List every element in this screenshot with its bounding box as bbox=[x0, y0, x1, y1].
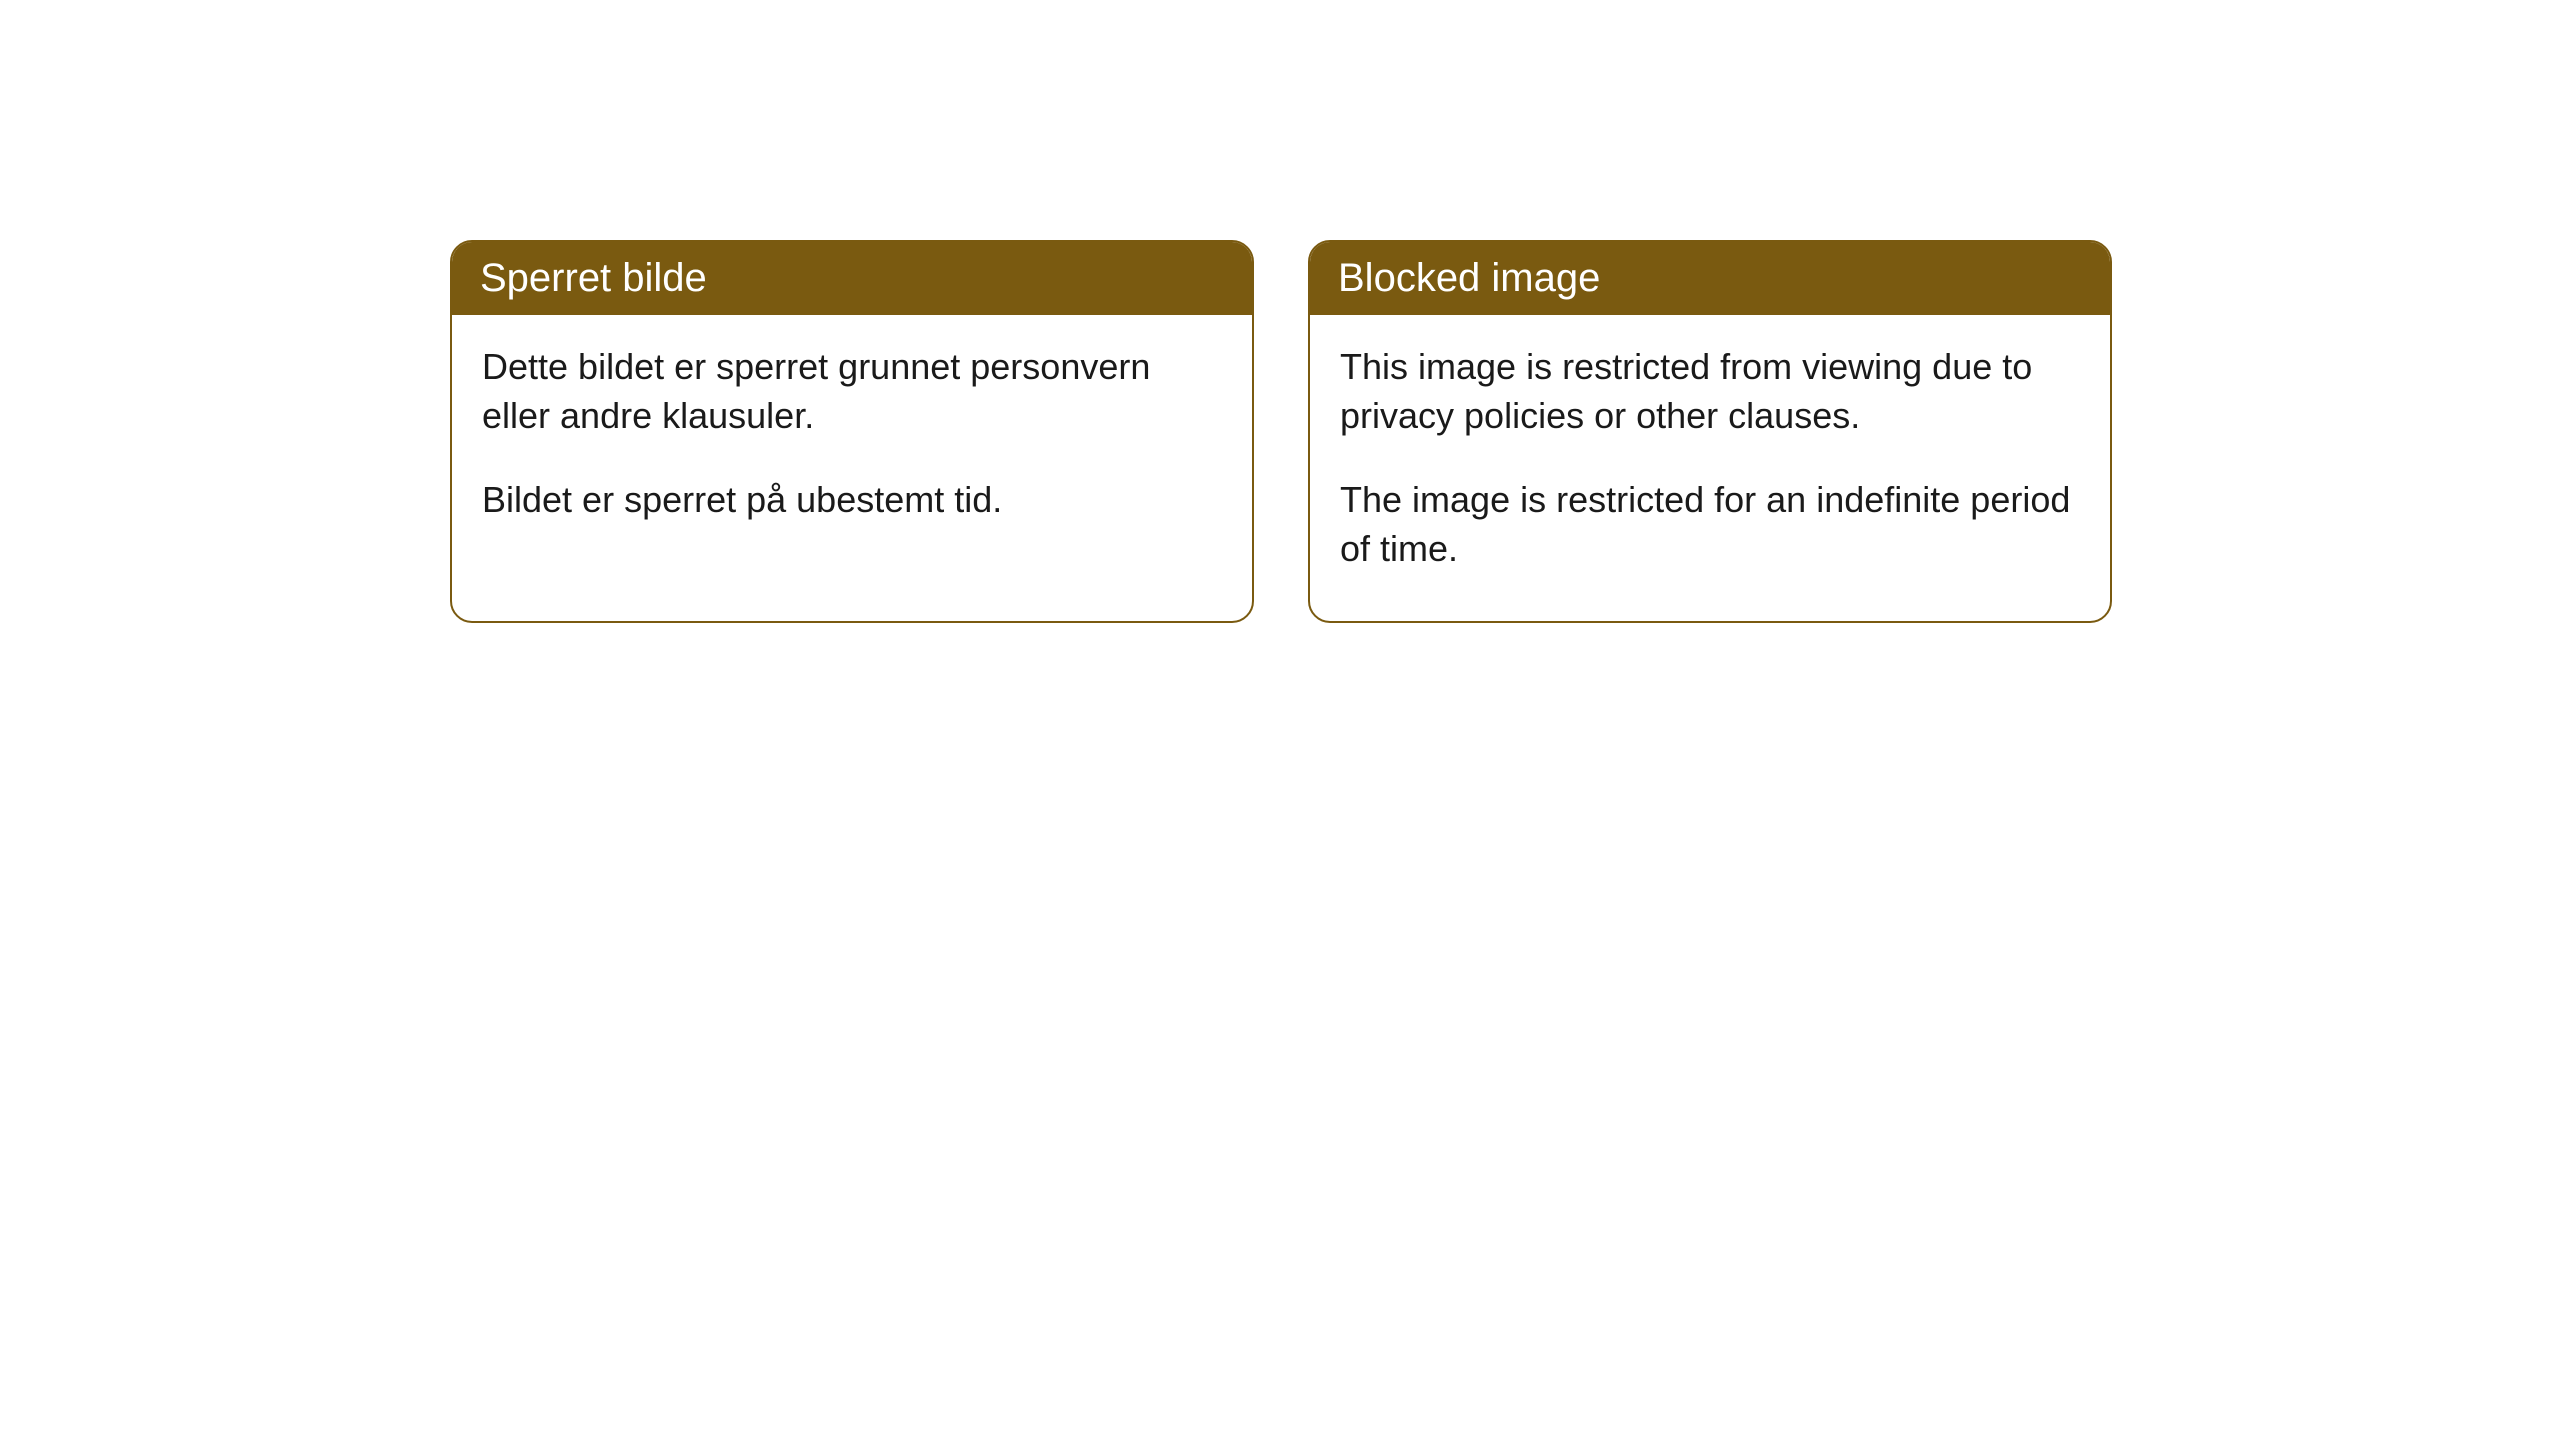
card-body-norwegian: Dette bildet er sperret grunnet personve… bbox=[452, 315, 1252, 573]
notice-cards-container: Sperret bilde Dette bildet er sperret gr… bbox=[0, 0, 2560, 623]
card-body-english: This image is restricted from viewing du… bbox=[1310, 315, 2110, 621]
card-paragraph-2-english: The image is restricted for an indefinit… bbox=[1340, 476, 2080, 573]
blocked-image-card-english: Blocked image This image is restricted f… bbox=[1308, 240, 2112, 623]
card-title-norwegian: Sperret bilde bbox=[452, 242, 1252, 315]
card-paragraph-1-english: This image is restricted from viewing du… bbox=[1340, 343, 2080, 440]
blocked-image-card-norwegian: Sperret bilde Dette bildet er sperret gr… bbox=[450, 240, 1254, 623]
card-paragraph-2-norwegian: Bildet er sperret på ubestemt tid. bbox=[482, 476, 1222, 525]
card-paragraph-1-norwegian: Dette bildet er sperret grunnet personve… bbox=[482, 343, 1222, 440]
card-title-english: Blocked image bbox=[1310, 242, 2110, 315]
